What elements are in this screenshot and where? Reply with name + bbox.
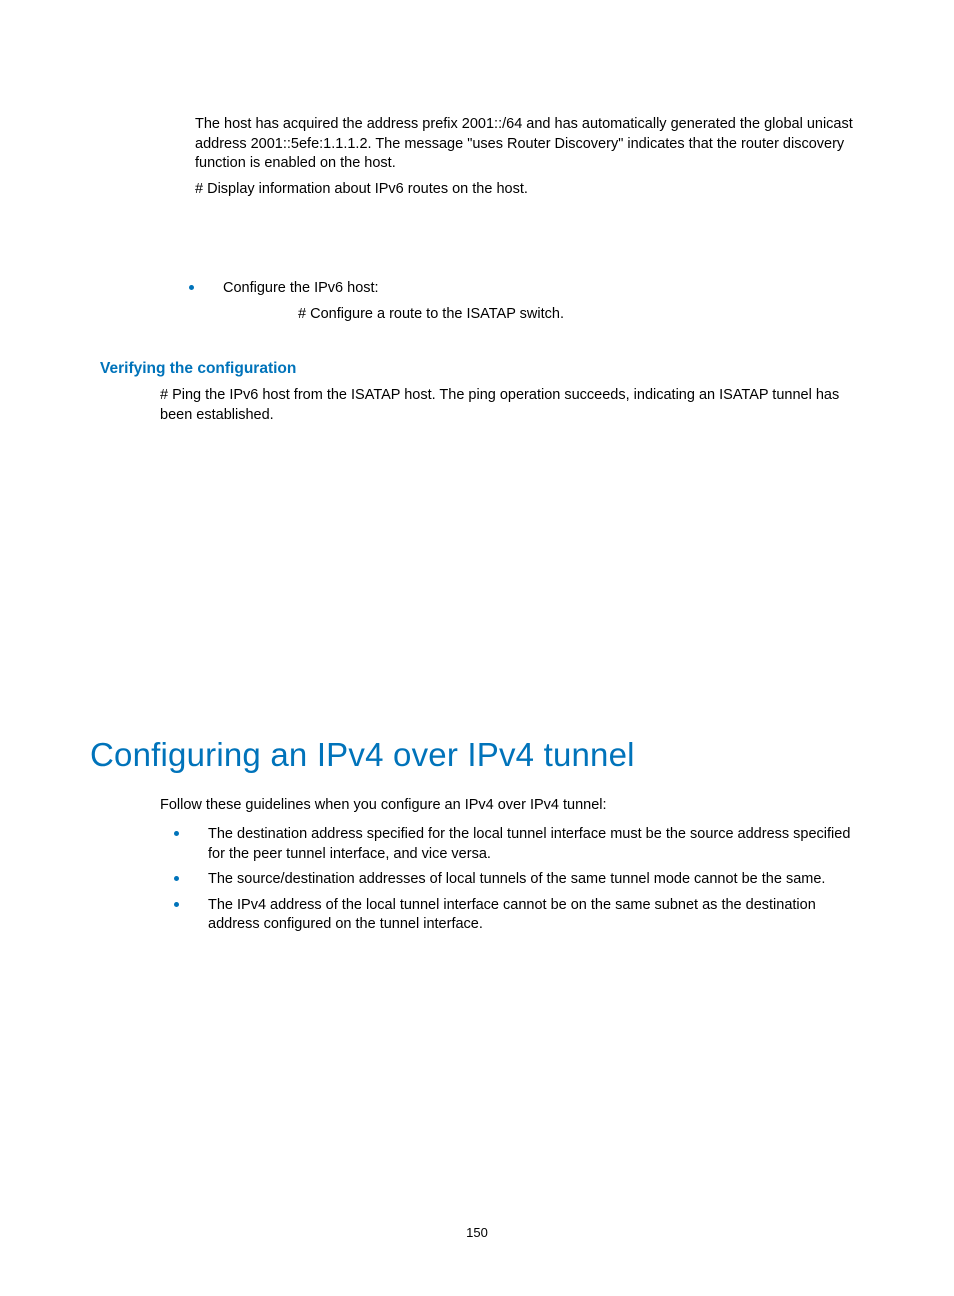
bullet-icon	[189, 285, 194, 290]
verify-body: # Ping the IPv6 host from the ISATAP hos…	[160, 386, 854, 425]
paragraph-ping-verify: # Ping the IPv6 host from the ISATAP hos…	[160, 386, 854, 425]
page: The host has acquired the address prefix…	[0, 0, 954, 1296]
list-item: The source/destination addresses of loca…	[160, 870, 854, 890]
list-item-text: The source/destination addresses of loca…	[208, 871, 825, 887]
heading-configuring-ipv4-tunnel: Configuring an IPv4 over IPv4 tunnel	[90, 736, 854, 774]
paragraph-display-routes: # Display information about IPv6 routes …	[195, 180, 854, 200]
bullet-icon	[174, 831, 179, 836]
heading-verifying-configuration: Verifying the configuration	[100, 360, 854, 378]
list-item-sub-configure-route: # Configure a route to the ISATAP switch…	[298, 305, 854, 325]
guidelines-list: The destination address specified for th…	[160, 825, 854, 935]
configure-host-list: Configure the IPv6 host: # Configure a r…	[175, 279, 854, 324]
page-number: 150	[0, 1225, 954, 1240]
bullet-icon	[174, 902, 179, 907]
list-item-label: Configure the IPv6 host:	[223, 280, 379, 296]
list-item-text: The IPv4 address of the local tunnel int…	[208, 897, 816, 933]
paragraph-guidelines-intro: Follow these guidelines when you configu…	[160, 796, 854, 816]
intro-paragraphs: The host has acquired the address prefix…	[195, 115, 854, 199]
list-item-configure-host: Configure the IPv6 host:	[175, 279, 854, 299]
paragraph-host-address: The host has acquired the address prefix…	[195, 115, 854, 174]
list-item-text: The destination address specified for th…	[208, 826, 850, 862]
list-item: The destination address specified for th…	[160, 825, 854, 864]
bullet-icon	[174, 876, 179, 881]
list-item: The IPv4 address of the local tunnel int…	[160, 896, 854, 935]
